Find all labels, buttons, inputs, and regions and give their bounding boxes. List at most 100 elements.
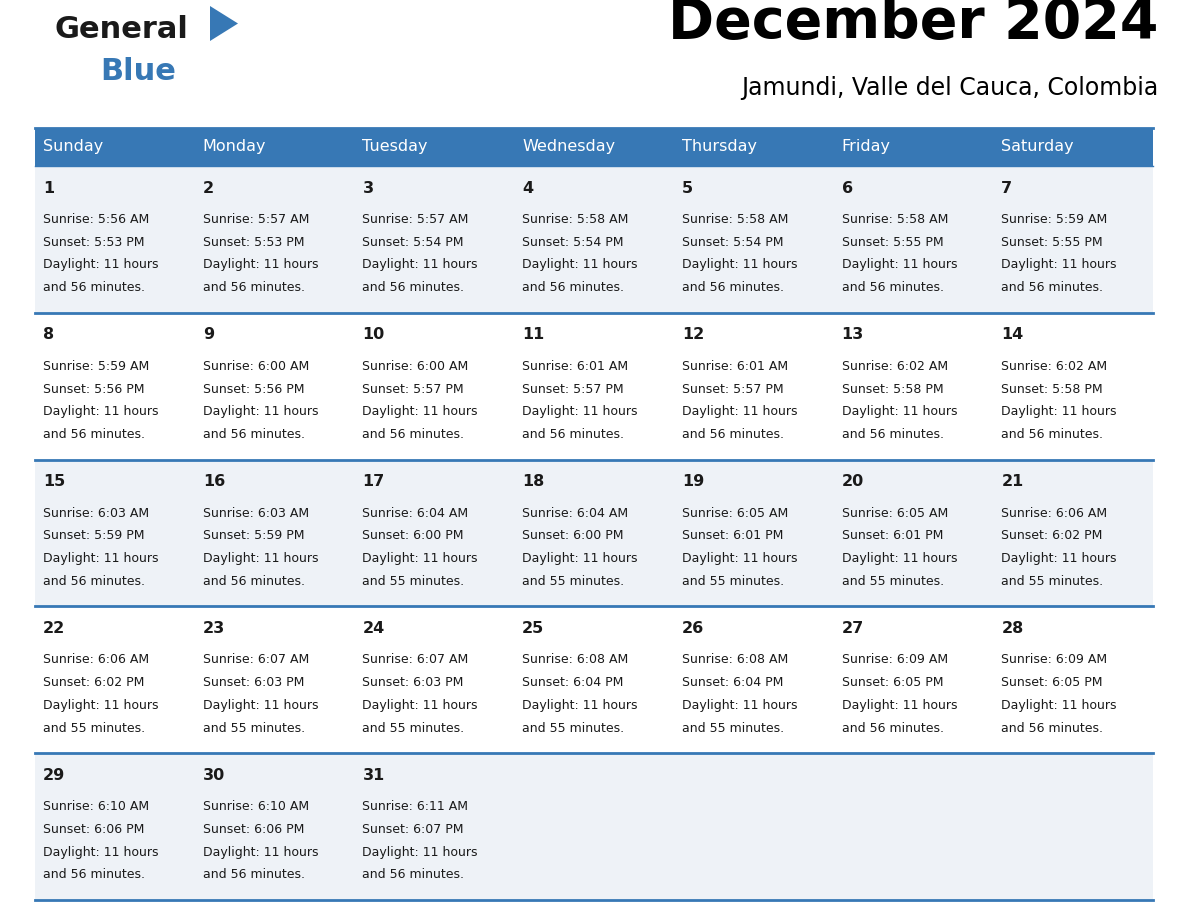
Text: 28: 28 [1001, 621, 1024, 636]
Text: 3: 3 [362, 181, 373, 196]
Text: Sunset: 5:56 PM: Sunset: 5:56 PM [203, 383, 304, 396]
Text: 23: 23 [203, 621, 225, 636]
Bar [34, 607, 1154, 753]
Text: and 55 minutes.: and 55 minutes. [203, 722, 305, 734]
Text: Sunset: 5:58 PM: Sunset: 5:58 PM [1001, 383, 1102, 396]
Text: 13: 13 [841, 328, 864, 342]
Text: 4: 4 [523, 181, 533, 196]
Text: Monday: Monday [203, 140, 266, 154]
Text: Daylight: 11 hours: Daylight: 11 hours [362, 552, 478, 565]
Text: Sunrise: 6:03 AM: Sunrise: 6:03 AM [203, 507, 309, 520]
Text: and 55 minutes.: and 55 minutes. [362, 575, 465, 588]
Text: Daylight: 11 hours: Daylight: 11 hours [362, 259, 478, 272]
Text: Sunset: 5:54 PM: Sunset: 5:54 PM [362, 236, 465, 249]
Text: Daylight: 11 hours: Daylight: 11 hours [43, 699, 158, 711]
Text: Sunset: 6:05 PM: Sunset: 6:05 PM [841, 677, 943, 689]
Text: Sunrise: 6:01 AM: Sunrise: 6:01 AM [682, 360, 788, 373]
Text: December 2024: December 2024 [668, 0, 1158, 50]
Text: 15: 15 [43, 475, 65, 489]
Text: 17: 17 [362, 475, 385, 489]
Text: Sunset: 5:54 PM: Sunset: 5:54 PM [682, 236, 783, 249]
Bar [514, 128, 674, 166]
Text: Sunrise: 5:58 AM: Sunrise: 5:58 AM [841, 213, 948, 226]
Text: Sunrise: 5:59 AM: Sunrise: 5:59 AM [1001, 213, 1107, 226]
Text: Sunrise: 6:09 AM: Sunrise: 6:09 AM [841, 654, 948, 666]
Text: 5: 5 [682, 181, 693, 196]
Text: Daylight: 11 hours: Daylight: 11 hours [1001, 405, 1117, 419]
Text: Tuesday: Tuesday [362, 140, 428, 154]
Text: Daylight: 11 hours: Daylight: 11 hours [841, 259, 958, 272]
Text: and 56 minutes.: and 56 minutes. [1001, 722, 1104, 734]
Bar [195, 128, 354, 166]
Text: Sunset: 5:57 PM: Sunset: 5:57 PM [362, 383, 465, 396]
Text: Sunrise: 6:00 AM: Sunrise: 6:00 AM [362, 360, 468, 373]
Text: Daylight: 11 hours: Daylight: 11 hours [1001, 699, 1117, 711]
Text: Sunrise: 6:10 AM: Sunrise: 6:10 AM [43, 800, 150, 813]
Text: and 55 minutes.: and 55 minutes. [362, 722, 465, 734]
Text: Saturday: Saturday [1001, 140, 1074, 154]
Text: Sunset: 6:04 PM: Sunset: 6:04 PM [682, 677, 783, 689]
Text: Daylight: 11 hours: Daylight: 11 hours [682, 552, 797, 565]
Text: 29: 29 [43, 767, 65, 783]
Text: and 56 minutes.: and 56 minutes. [203, 281, 304, 295]
Text: Sunrise: 6:09 AM: Sunrise: 6:09 AM [1001, 654, 1107, 666]
Text: and 56 minutes.: and 56 minutes. [43, 868, 145, 881]
Text: Sunrise: 6:01 AM: Sunrise: 6:01 AM [523, 360, 628, 373]
Text: Sunset: 6:01 PM: Sunset: 6:01 PM [682, 530, 783, 543]
Text: Sunrise: 6:06 AM: Sunrise: 6:06 AM [43, 654, 150, 666]
Text: Sunrise: 6:04 AM: Sunrise: 6:04 AM [362, 507, 468, 520]
Text: Sunrise: 5:58 AM: Sunrise: 5:58 AM [523, 213, 628, 226]
Text: and 55 minutes.: and 55 minutes. [523, 575, 624, 588]
Text: Sunset: 5:57 PM: Sunset: 5:57 PM [523, 383, 624, 396]
Text: Sunset: 5:53 PM: Sunset: 5:53 PM [203, 236, 304, 249]
Text: Daylight: 11 hours: Daylight: 11 hours [43, 259, 158, 272]
Text: Daylight: 11 hours: Daylight: 11 hours [841, 405, 958, 419]
Text: and 56 minutes.: and 56 minutes. [203, 575, 304, 588]
Text: 11: 11 [523, 328, 544, 342]
Text: Sunrise: 5:58 AM: Sunrise: 5:58 AM [682, 213, 788, 226]
Text: Sunset: 6:03 PM: Sunset: 6:03 PM [362, 677, 463, 689]
Text: 8: 8 [43, 328, 55, 342]
Text: Sunrise: 6:06 AM: Sunrise: 6:06 AM [1001, 507, 1107, 520]
Text: and 56 minutes.: and 56 minutes. [203, 428, 304, 441]
Text: 21: 21 [1001, 475, 1024, 489]
Text: Sunset: 6:07 PM: Sunset: 6:07 PM [362, 823, 465, 836]
Text: Daylight: 11 hours: Daylight: 11 hours [841, 552, 958, 565]
Text: Sunrise: 6:03 AM: Sunrise: 6:03 AM [43, 507, 150, 520]
Bar [993, 128, 1154, 166]
Text: Sunset: 6:00 PM: Sunset: 6:00 PM [362, 530, 465, 543]
Bar [834, 128, 993, 166]
Text: Daylight: 11 hours: Daylight: 11 hours [203, 845, 318, 858]
Text: 31: 31 [362, 767, 385, 783]
Text: 6: 6 [841, 181, 853, 196]
Text: General: General [55, 15, 189, 44]
Text: Daylight: 11 hours: Daylight: 11 hours [43, 845, 158, 858]
Text: Daylight: 11 hours: Daylight: 11 hours [1001, 552, 1117, 565]
Text: Sunrise: 6:05 AM: Sunrise: 6:05 AM [841, 507, 948, 520]
Text: and 56 minutes.: and 56 minutes. [1001, 281, 1104, 295]
Text: and 56 minutes.: and 56 minutes. [682, 428, 784, 441]
Text: Daylight: 11 hours: Daylight: 11 hours [203, 699, 318, 711]
Text: 14: 14 [1001, 328, 1024, 342]
Text: Daylight: 11 hours: Daylight: 11 hours [682, 699, 797, 711]
Text: and 56 minutes.: and 56 minutes. [1001, 428, 1104, 441]
Text: 30: 30 [203, 767, 225, 783]
Text: Sunset: 5:55 PM: Sunset: 5:55 PM [841, 236, 943, 249]
Text: Jamundi, Valle del Cauca, Colombia: Jamundi, Valle del Cauca, Colombia [741, 76, 1158, 100]
Bar [34, 753, 1154, 900]
Text: and 56 minutes.: and 56 minutes. [43, 428, 145, 441]
Text: Sunset: 6:06 PM: Sunset: 6:06 PM [203, 823, 304, 836]
Text: Sunset: 5:59 PM: Sunset: 5:59 PM [43, 530, 145, 543]
Text: Sunrise: 6:07 AM: Sunrise: 6:07 AM [362, 654, 468, 666]
Text: Daylight: 11 hours: Daylight: 11 hours [43, 552, 158, 565]
Text: Sunrise: 6:05 AM: Sunrise: 6:05 AM [682, 507, 788, 520]
Text: and 56 minutes.: and 56 minutes. [362, 428, 465, 441]
Bar [674, 128, 834, 166]
Text: Daylight: 11 hours: Daylight: 11 hours [523, 699, 638, 711]
Text: Blue: Blue [100, 57, 176, 86]
Text: Daylight: 11 hours: Daylight: 11 hours [1001, 259, 1117, 272]
Text: Sunrise: 6:08 AM: Sunrise: 6:08 AM [682, 654, 788, 666]
Text: and 56 minutes.: and 56 minutes. [841, 281, 943, 295]
Text: 27: 27 [841, 621, 864, 636]
Text: Sunset: 6:03 PM: Sunset: 6:03 PM [203, 677, 304, 689]
